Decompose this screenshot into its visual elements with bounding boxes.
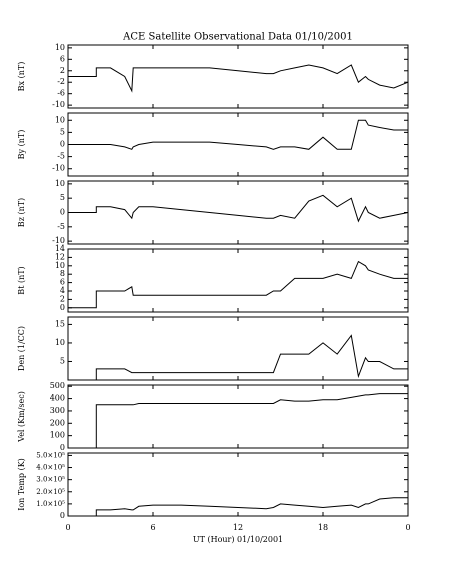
y-tick-label: 400 — [50, 394, 65, 403]
y-tick-label: 5 — [60, 127, 65, 136]
y-axis-label: Bx (nT) — [17, 62, 26, 92]
y-tick-label: 5 — [60, 356, 65, 365]
y-tick-label: 6 — [60, 278, 65, 287]
y-tick-label: 10 — [55, 43, 65, 52]
y-axis-label: Bt (nT) — [17, 266, 26, 294]
y-axis-label: Den (1/CC) — [17, 326, 26, 371]
y-tick-label: 4 — [60, 286, 65, 295]
chart-title: ACE Satellite Observational Data 01/10/2… — [122, 32, 353, 43]
data-line — [68, 393, 408, 449]
y-tick-label: 3.0×10⁵ — [36, 476, 65, 484]
y-tick-label: 2.0×10⁵ — [36, 488, 65, 496]
y-tick-label: -2 — [57, 77, 65, 86]
x-tick-label: 0 — [405, 523, 410, 532]
panel-frame — [67, 180, 409, 245]
y-tick-label: 2 — [60, 66, 65, 75]
panel-frame — [67, 384, 409, 449]
y-tick-label: 500 — [50, 381, 65, 390]
y-tick-label: 12 — [55, 252, 65, 261]
y-tick-label: 15 — [55, 319, 65, 328]
y-tick-label: -6 — [57, 89, 65, 98]
y-tick-label: 0 — [60, 511, 65, 520]
y-tick-label: 1.0×10⁵ — [36, 500, 65, 508]
y-axis-label: By (nT) — [17, 130, 26, 160]
y-tick-label: 2 — [60, 294, 65, 303]
y-tick-label: 4.0×10⁵ — [36, 464, 65, 472]
y-axis-label: Bz (nT) — [17, 198, 26, 227]
y-tick-label: 10 — [55, 115, 65, 124]
x-tick-label: 0 — [65, 523, 70, 532]
y-tick-label: 14 — [55, 244, 65, 253]
y-tick-label: 10 — [55, 338, 65, 347]
y-tick-label: 10 — [55, 179, 65, 188]
data-line — [68, 497, 408, 517]
y-tick-label: -10 — [52, 236, 65, 245]
y-axis-label: Ion Temp (K) — [17, 458, 26, 511]
x-tick-label: 12 — [233, 523, 243, 532]
y-tick-label: -5 — [57, 222, 65, 231]
x-axis-label: UT (Hour) 01/10/2001 — [193, 535, 283, 544]
y-tick-label: 10 — [55, 261, 65, 270]
data-line — [68, 64, 409, 93]
y-tick-label: 6 — [60, 54, 65, 63]
y-tick-label: -5 — [57, 152, 65, 161]
y-tick-label: -10 — [52, 100, 65, 109]
y-tick-label: 0 — [60, 208, 65, 217]
y-tick-label: 200 — [50, 418, 65, 427]
panel-frame — [67, 44, 409, 109]
y-tick-label: 0 — [60, 140, 65, 149]
y-tick-label: 100 — [50, 431, 65, 440]
y-axis-label: Vel (Km/sec) — [17, 391, 26, 443]
x-tick-label: 6 — [150, 523, 155, 532]
data-line — [68, 334, 408, 381]
panel-frame — [67, 248, 409, 313]
y-tick-label: 8 — [60, 269, 65, 278]
x-tick-label: 18 — [318, 523, 328, 532]
y-tick-label: 0 — [60, 443, 65, 452]
data-line — [68, 260, 408, 309]
y-tick-label: 5 — [60, 193, 65, 202]
y-tick-label: 0 — [60, 303, 65, 312]
data-line — [68, 119, 408, 150]
y-tick-label: 5.0×10⁵ — [36, 451, 65, 459]
data-line — [68, 194, 409, 223]
y-tick-label: 300 — [50, 406, 65, 415]
y-tick-label: -10 — [52, 164, 65, 173]
